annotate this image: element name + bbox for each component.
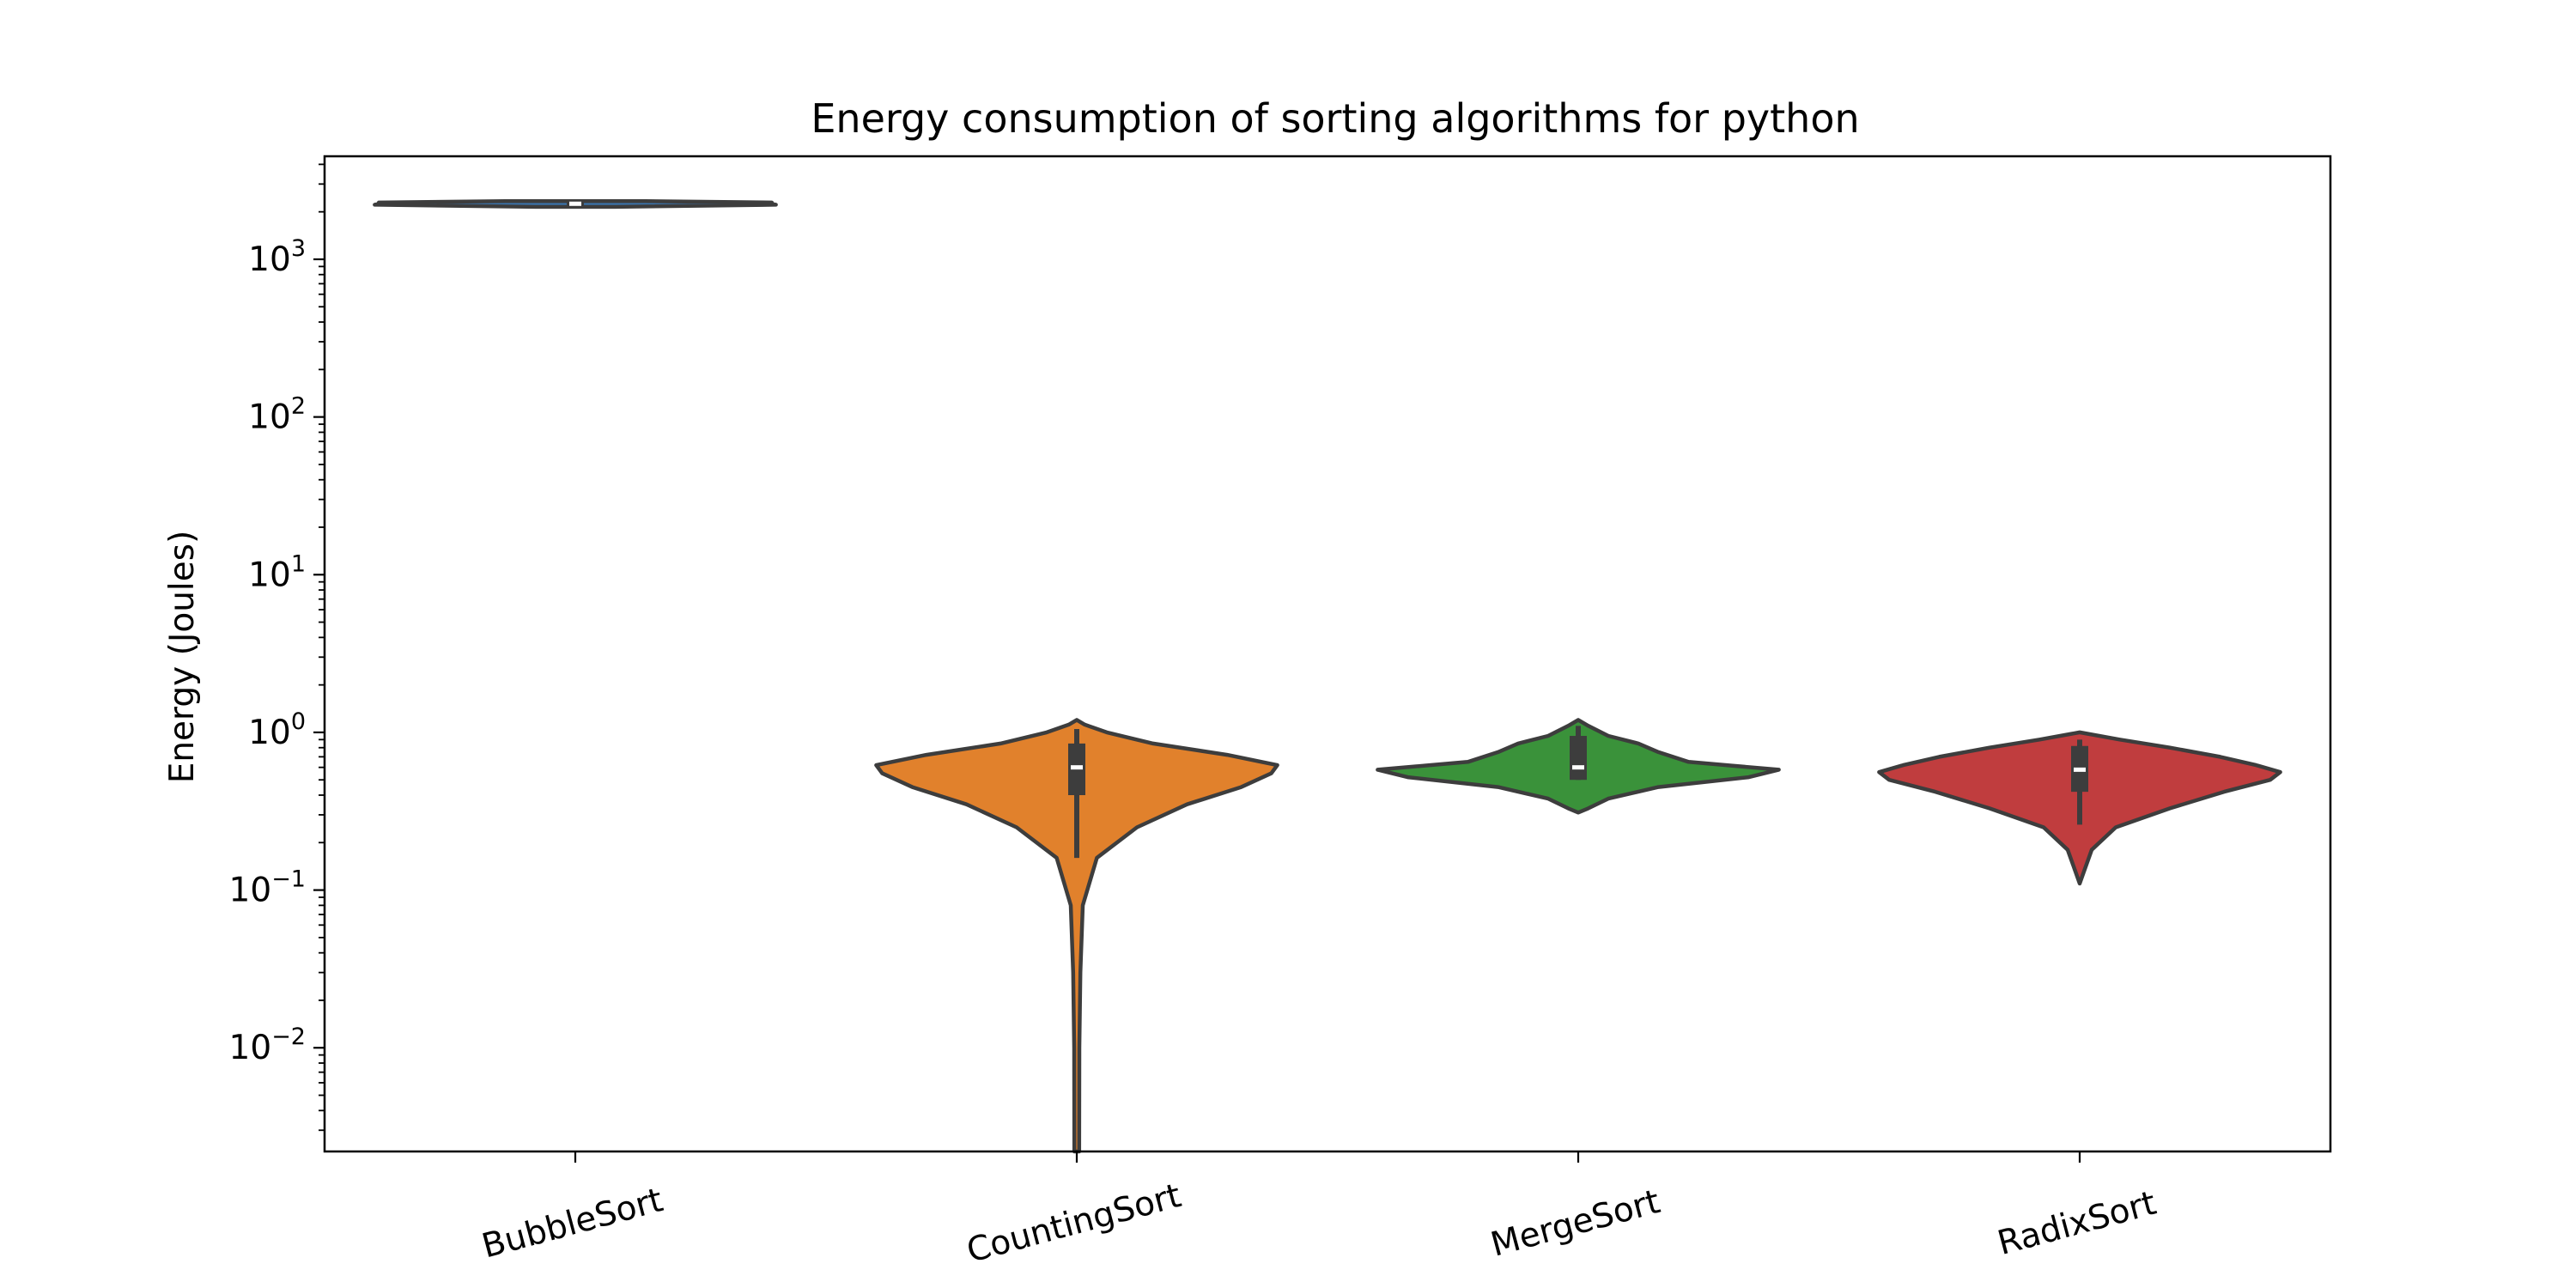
y-tick-label: 10−2 xyxy=(229,1024,306,1067)
y-tick-label: 101 xyxy=(248,550,306,594)
x-tick-label: CountingSort xyxy=(963,1176,1185,1271)
chart-title: Energy consumption of sorting algorithms… xyxy=(811,95,1859,142)
plot-area xyxy=(325,156,2330,1151)
violin-bubblesort xyxy=(373,198,778,210)
violin-median-marker xyxy=(569,201,581,206)
x-tick-label: BubbleSort xyxy=(478,1181,667,1266)
violin-body xyxy=(874,718,1279,1154)
y-tick-label: 10−1 xyxy=(229,866,306,910)
violin-median-marker xyxy=(1071,765,1083,770)
y-tick-label: 100 xyxy=(248,708,306,752)
violin-countingsort xyxy=(874,718,1279,1154)
violin-median-marker xyxy=(2074,767,2086,772)
y-tick-label: 103 xyxy=(248,235,306,279)
y-axis-label: Energy (Joules) xyxy=(163,531,202,784)
y-tick-label: 102 xyxy=(248,393,306,437)
violin-iqr-box xyxy=(1570,736,1587,781)
x-tick-label: MergeSort xyxy=(1487,1182,1664,1265)
axes-frame xyxy=(323,155,2332,1153)
plot-background xyxy=(325,156,2330,1151)
x-tick-label: RadixSort xyxy=(1994,1184,2160,1263)
violin-median-marker xyxy=(1572,765,1584,770)
violin-radixsort xyxy=(1877,730,2282,886)
violin-mergesort xyxy=(1376,718,1781,815)
violin-layer xyxy=(373,198,2282,1154)
